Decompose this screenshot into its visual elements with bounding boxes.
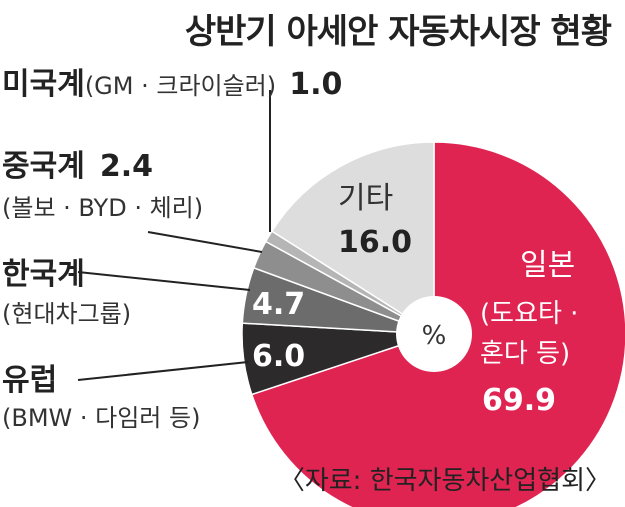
usa-detail: (GM · 크라이슬러) — [84, 72, 277, 100]
usa-label: 미국계 — [2, 67, 85, 102]
china-detail: (볼보 · BYD · 체리) — [2, 194, 204, 222]
japan-detail-line1: (도요타 · — [480, 299, 578, 329]
japan-label: 일본 — [520, 248, 575, 283]
europe-value: 6.0 — [252, 339, 305, 374]
china-label: 중국계 — [2, 149, 85, 184]
japan-value: 69.9 — [482, 383, 556, 418]
korea-label: 한국계 — [2, 257, 85, 292]
usa-value: 1.0 — [289, 67, 343, 102]
other-label: 기타 — [338, 181, 393, 216]
source-note: 〈자료: 한국자동차산업협회〉 — [278, 466, 611, 496]
korea-value: 4.7 — [252, 287, 305, 322]
europe-label: 유럽 — [2, 363, 58, 398]
other-value: 16.0 — [338, 225, 412, 260]
center-hole — [396, 296, 472, 372]
china-leader — [147, 231, 263, 253]
europe-detail: (BMW · 다임러 등) — [2, 404, 201, 432]
korea-leader — [77, 271, 251, 291]
china-value: 2.4 — [99, 149, 154, 184]
pie-slice-other — [270, 141, 435, 336]
center-unit-label: % — [422, 321, 447, 351]
europe-leader — [77, 361, 249, 381]
japan-detail-line2: 혼다 등) — [480, 339, 570, 369]
chart-title: 상반기 아세안 자동차시장 현황 — [184, 12, 612, 52]
korea-detail: (현대차그룹) — [2, 300, 132, 328]
